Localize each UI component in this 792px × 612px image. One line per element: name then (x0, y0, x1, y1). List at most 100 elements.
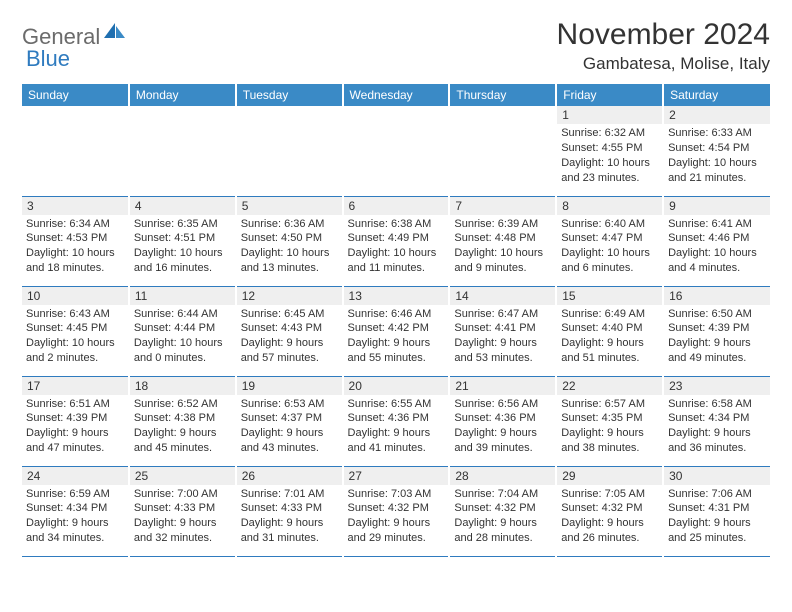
day-cell: 17Sunrise: 6:51 AMSunset: 4:39 PMDayligh… (22, 376, 129, 466)
day-number: 17 (22, 377, 128, 395)
day-cell: 12Sunrise: 6:45 AMSunset: 4:43 PMDayligh… (236, 286, 343, 376)
daylight-text: Daylight: 10 hours and 16 minutes. (134, 246, 231, 276)
daylight-text: Daylight: 9 hours and 36 minutes. (668, 426, 766, 456)
daylight-text: Daylight: 9 hours and 51 minutes. (561, 336, 658, 366)
day-details: Sunrise: 6:43 AMSunset: 4:45 PMDaylight:… (22, 305, 128, 370)
sunset-text: Sunset: 4:32 PM (348, 501, 445, 516)
day-cell: 5Sunrise: 6:36 AMSunset: 4:50 PMDaylight… (236, 196, 343, 286)
day-number: 28 (450, 467, 555, 485)
day-details: Sunrise: 6:32 AMSunset: 4:55 PMDaylight:… (557, 124, 662, 189)
sunset-text: Sunset: 4:33 PM (241, 501, 338, 516)
day-cell: 21Sunrise: 6:56 AMSunset: 4:36 PMDayligh… (449, 376, 556, 466)
day-cell: 13Sunrise: 6:46 AMSunset: 4:42 PMDayligh… (343, 286, 450, 376)
daylight-text: Daylight: 10 hours and 11 minutes. (348, 246, 445, 276)
sunrise-text: Sunrise: 6:41 AM (668, 217, 766, 232)
daylight-text: Daylight: 10 hours and 21 minutes. (668, 156, 766, 186)
sunset-text: Sunset: 4:36 PM (348, 411, 445, 426)
day-number: 6 (344, 197, 449, 215)
week-row: 1Sunrise: 6:32 AMSunset: 4:55 PMDaylight… (22, 106, 770, 196)
day-cell (449, 106, 556, 196)
day-details: Sunrise: 6:39 AMSunset: 4:48 PMDaylight:… (450, 215, 555, 280)
day-number: 27 (344, 467, 449, 485)
day-details: Sunrise: 6:47 AMSunset: 4:41 PMDaylight:… (450, 305, 555, 370)
day-details: Sunrise: 6:53 AMSunset: 4:37 PMDaylight:… (237, 395, 342, 460)
sunset-text: Sunset: 4:41 PM (454, 321, 551, 336)
day-number: 25 (130, 467, 235, 485)
sunset-text: Sunset: 4:43 PM (241, 321, 338, 336)
logo-sail-icon (104, 21, 126, 44)
daylight-text: Daylight: 9 hours and 53 minutes. (454, 336, 551, 366)
day-cell: 30Sunrise: 7:06 AMSunset: 4:31 PMDayligh… (663, 466, 770, 556)
sunrise-text: Sunrise: 7:06 AM (668, 487, 766, 502)
daylight-text: Daylight: 10 hours and 2 minutes. (26, 336, 124, 366)
daylight-text: Daylight: 9 hours and 39 minutes. (454, 426, 551, 456)
sunrise-text: Sunrise: 6:50 AM (668, 307, 766, 322)
sunset-text: Sunset: 4:38 PM (134, 411, 231, 426)
day-cell: 15Sunrise: 6:49 AMSunset: 4:40 PMDayligh… (556, 286, 663, 376)
day-number: 3 (22, 197, 128, 215)
sunrise-text: Sunrise: 6:40 AM (561, 217, 658, 232)
daylight-text: Daylight: 10 hours and 9 minutes. (454, 246, 551, 276)
daylight-text: Daylight: 9 hours and 45 minutes. (134, 426, 231, 456)
sunset-text: Sunset: 4:48 PM (454, 231, 551, 246)
sunrise-text: Sunrise: 6:57 AM (561, 397, 658, 412)
daylight-text: Daylight: 10 hours and 23 minutes. (561, 156, 658, 186)
week-row: 17Sunrise: 6:51 AMSunset: 4:39 PMDayligh… (22, 376, 770, 466)
day-header: Tuesday (236, 84, 343, 106)
day-number: 23 (664, 377, 770, 395)
sunrise-text: Sunrise: 6:38 AM (348, 217, 445, 232)
sunset-text: Sunset: 4:47 PM (561, 231, 658, 246)
sunset-text: Sunset: 4:54 PM (668, 141, 766, 156)
day-cell: 20Sunrise: 6:55 AMSunset: 4:36 PMDayligh… (343, 376, 450, 466)
sunset-text: Sunset: 4:49 PM (348, 231, 445, 246)
day-cell: 10Sunrise: 6:43 AMSunset: 4:45 PMDayligh… (22, 286, 129, 376)
day-cell: 9Sunrise: 6:41 AMSunset: 4:46 PMDaylight… (663, 196, 770, 286)
sunset-text: Sunset: 4:36 PM (454, 411, 551, 426)
day-header: Friday (556, 84, 663, 106)
day-header: Wednesday (343, 84, 450, 106)
sunset-text: Sunset: 4:40 PM (561, 321, 658, 336)
day-details: Sunrise: 6:58 AMSunset: 4:34 PMDaylight:… (664, 395, 770, 460)
daylight-text: Daylight: 9 hours and 26 minutes. (561, 516, 658, 546)
sunset-text: Sunset: 4:53 PM (26, 231, 124, 246)
day-cell: 25Sunrise: 7:00 AMSunset: 4:33 PMDayligh… (129, 466, 236, 556)
day-details: Sunrise: 6:57 AMSunset: 4:35 PMDaylight:… (557, 395, 662, 460)
sunset-text: Sunset: 4:50 PM (241, 231, 338, 246)
sunrise-text: Sunrise: 6:56 AM (454, 397, 551, 412)
day-number: 4 (130, 197, 235, 215)
day-number: 5 (237, 197, 342, 215)
day-details: Sunrise: 6:33 AMSunset: 4:54 PMDaylight:… (664, 124, 770, 189)
sunset-text: Sunset: 4:42 PM (348, 321, 445, 336)
sunrise-text: Sunrise: 6:53 AM (241, 397, 338, 412)
day-details: Sunrise: 7:00 AMSunset: 4:33 PMDaylight:… (130, 485, 235, 550)
week-row: 3Sunrise: 6:34 AMSunset: 4:53 PMDaylight… (22, 196, 770, 286)
day-details: Sunrise: 6:45 AMSunset: 4:43 PMDaylight:… (237, 305, 342, 370)
day-cell: 1Sunrise: 6:32 AMSunset: 4:55 PMDaylight… (556, 106, 663, 196)
day-cell: 16Sunrise: 6:50 AMSunset: 4:39 PMDayligh… (663, 286, 770, 376)
sunset-text: Sunset: 4:37 PM (241, 411, 338, 426)
sunset-text: Sunset: 4:32 PM (561, 501, 658, 516)
sunset-text: Sunset: 4:39 PM (26, 411, 124, 426)
sunset-text: Sunset: 4:39 PM (668, 321, 766, 336)
day-header: Sunday (22, 84, 129, 106)
sunrise-text: Sunrise: 6:49 AM (561, 307, 658, 322)
sunrise-text: Sunrise: 6:45 AM (241, 307, 338, 322)
day-number: 20 (344, 377, 449, 395)
sunrise-text: Sunrise: 6:34 AM (26, 217, 124, 232)
day-number: 7 (450, 197, 555, 215)
day-number: 18 (130, 377, 235, 395)
daylight-text: Daylight: 9 hours and 32 minutes. (134, 516, 231, 546)
day-number: 2 (664, 106, 770, 124)
daylight-text: Daylight: 10 hours and 18 minutes. (26, 246, 124, 276)
day-cell: 8Sunrise: 6:40 AMSunset: 4:47 PMDaylight… (556, 196, 663, 286)
day-number: 29 (557, 467, 662, 485)
day-number: 13 (344, 287, 449, 305)
day-number: 1 (557, 106, 662, 124)
day-cell: 19Sunrise: 6:53 AMSunset: 4:37 PMDayligh… (236, 376, 343, 466)
daylight-text: Daylight: 9 hours and 43 minutes. (241, 426, 338, 456)
daylight-text: Daylight: 9 hours and 47 minutes. (26, 426, 124, 456)
day-details: Sunrise: 6:46 AMSunset: 4:42 PMDaylight:… (344, 305, 449, 370)
day-details: Sunrise: 6:56 AMSunset: 4:36 PMDaylight:… (450, 395, 555, 460)
week-row: 10Sunrise: 6:43 AMSunset: 4:45 PMDayligh… (22, 286, 770, 376)
day-cell (343, 106, 450, 196)
